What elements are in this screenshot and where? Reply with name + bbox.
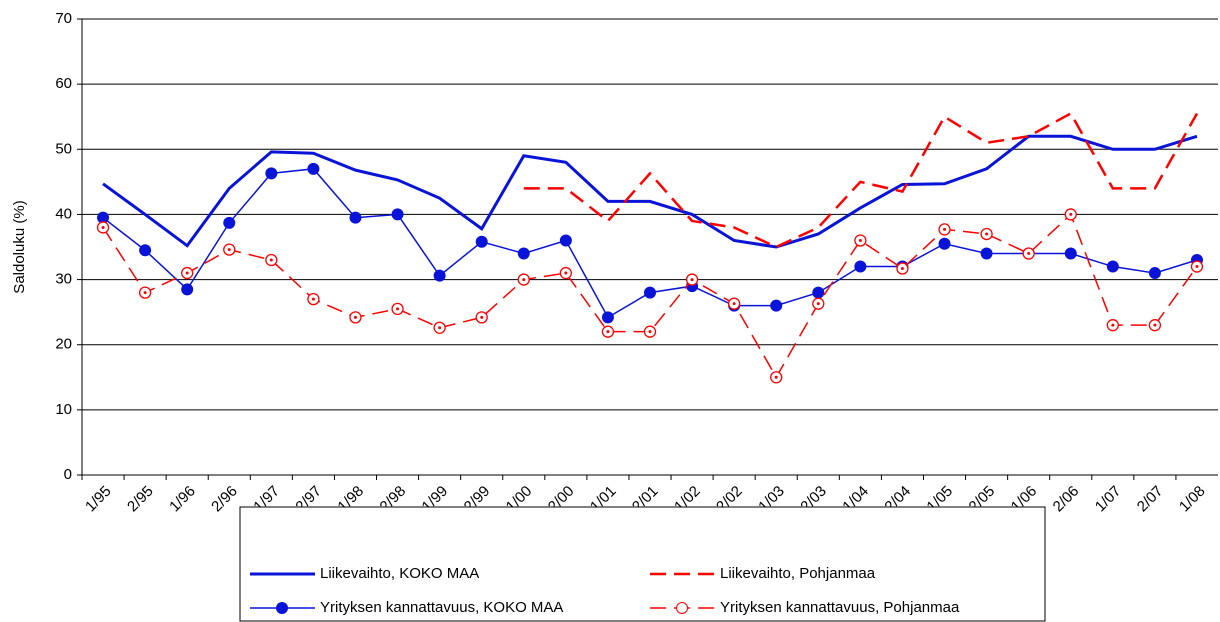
point-dot [1111, 323, 1115, 327]
legend-label: Yrityksen kannattavuus, KOKO MAA [320, 599, 563, 616]
point-dot [438, 326, 442, 330]
point [181, 283, 194, 296]
legend-label: Yrityksen kannattavuus, Pohjanmaa [720, 599, 960, 616]
x-tick-label: 2/06 [1050, 483, 1083, 516]
y-tick-label: 0 [64, 466, 72, 483]
point-dot [985, 232, 989, 236]
point-dot [143, 291, 147, 295]
y-tick-label: 60 [55, 75, 72, 92]
y-tick-label: 30 [55, 271, 72, 288]
series-line [523, 111, 1199, 249]
point [139, 244, 152, 257]
point [97, 211, 110, 224]
x-tick-label: 2/96 [208, 483, 241, 516]
point [391, 208, 404, 221]
y-tick-label: 70 [55, 10, 72, 27]
point [644, 286, 656, 299]
point-dot [353, 315, 357, 319]
x-tick-label: 1/96 [166, 483, 199, 516]
series-line [102, 134, 1198, 249]
point-dot [1069, 212, 1073, 216]
point [854, 260, 867, 273]
point [475, 235, 488, 248]
point-dot [396, 307, 400, 311]
y-tick-label: 10 [55, 401, 72, 418]
point [770, 299, 783, 312]
point-dot [816, 302, 820, 306]
point [980, 247, 993, 260]
point-dot [1153, 323, 1157, 327]
legend-marker [676, 602, 688, 614]
y-axis-label: Saldoluku (%) [11, 200, 28, 293]
x-tick-label: 1/95 [82, 483, 115, 516]
y-tick-label: 50 [55, 140, 72, 157]
series-line [102, 213, 1198, 379]
point [1148, 267, 1161, 280]
point-dot [774, 375, 778, 379]
series [523, 111, 1199, 249]
point-dot [269, 258, 273, 262]
point-dot [690, 278, 694, 282]
point-dot [1027, 252, 1031, 256]
point [812, 286, 825, 299]
point [265, 167, 278, 180]
point-dot [943, 227, 947, 231]
point-dot [185, 271, 189, 275]
y-tick-label: 40 [55, 205, 72, 222]
point [601, 311, 614, 324]
legend-marker [276, 602, 288, 614]
point-dot [564, 271, 568, 275]
point-dot [732, 302, 736, 306]
point [433, 269, 446, 282]
point [517, 247, 530, 260]
point-dot [522, 278, 526, 282]
point-dot [858, 238, 862, 242]
legend-box [239, 506, 1046, 622]
legend-label: Liikevaihto, KOKO MAA [320, 565, 479, 582]
legend-label: Liikevaihto, Pohjanmaa [720, 565, 876, 582]
point [223, 216, 236, 229]
point [1106, 260, 1119, 273]
x-tick-label: 2/95 [124, 483, 157, 516]
point-dot [101, 225, 105, 229]
x-tick-label: 2/07 [1134, 483, 1167, 516]
series [97, 162, 1203, 324]
x-tick-label: 1/08 [1176, 483, 1209, 516]
x-tick-label: 1/07 [1092, 483, 1125, 516]
point-dot [311, 297, 315, 301]
series [102, 134, 1198, 249]
point [559, 234, 572, 247]
point [349, 211, 362, 224]
series [96, 208, 1204, 384]
point-dot [227, 248, 231, 252]
point [1064, 247, 1077, 260]
point-dot [480, 315, 484, 319]
point-dot [1195, 265, 1199, 269]
point-dot [606, 330, 610, 334]
point-dot [648, 330, 652, 334]
point [938, 237, 951, 250]
point-dot [900, 266, 904, 270]
y-tick-label: 20 [55, 336, 72, 353]
point [307, 162, 320, 175]
